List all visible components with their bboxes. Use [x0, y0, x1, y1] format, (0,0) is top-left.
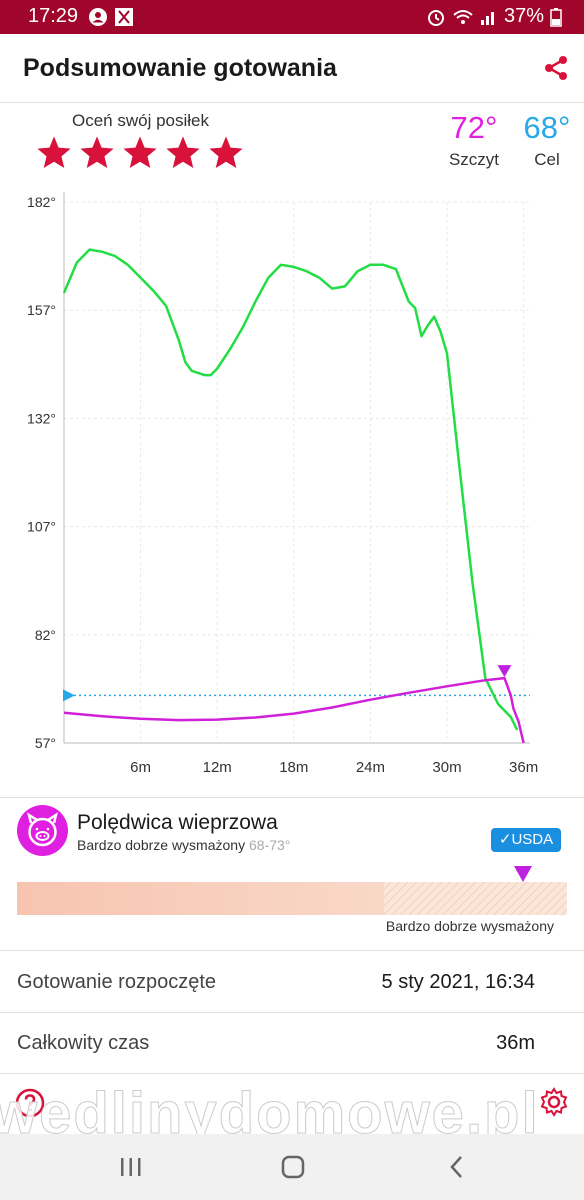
account-icon: [89, 8, 107, 26]
divider: [0, 1073, 584, 1074]
divider: [0, 950, 584, 951]
cook-start-label: Gotowanie rozpoczęte: [17, 971, 217, 993]
app-bar: Podsumowanie gotowania: [0, 34, 584, 103]
rating-label: Oceń swój posiłek: [72, 111, 210, 130]
internal-temp-line: [63, 676, 525, 744]
target-value: 68°: [523, 110, 571, 145]
footer-bar: [0, 1074, 584, 1134]
y-tick-label: 157°: [27, 302, 56, 318]
wifi-icon: [453, 9, 473, 24]
ambient-temp-line: [62, 248, 519, 731]
status-time: 17:29: [28, 5, 79, 27]
divider: [0, 1012, 584, 1013]
x-tick-label: 36m: [509, 759, 538, 776]
y-tick-label: 57°: [35, 735, 56, 751]
back-icon[interactable]: [444, 1154, 470, 1180]
share-icon[interactable]: [542, 54, 570, 82]
y-tick-label: 132°: [27, 410, 56, 426]
star-icon[interactable]: [164, 134, 202, 172]
help-icon[interactable]: [15, 1088, 45, 1118]
doneness-bar-label: Bardzo dobrze wysmażony: [385, 918, 554, 934]
doneness-text: Bardzo dobrze wysmażony: [77, 837, 246, 853]
x-tick-label: 24m: [356, 759, 385, 776]
star-icon[interactable]: [121, 134, 159, 172]
total-time-row: Całkowity czas 36m: [0, 1013, 584, 1073]
home-icon[interactable]: [280, 1154, 306, 1180]
page-title: Podsumowanie gotowania: [23, 54, 337, 82]
status-bar: 17:29 37%: [0, 0, 584, 34]
temperature-chart: 182° 157° 132° 107° 82° 57° 6m 12m 18m 24m 30m 36m: [27, 192, 538, 776]
total-time-value: 36m: [496, 1032, 535, 1054]
x-tick-label: 6m: [130, 759, 151, 776]
battery-icon: [550, 7, 562, 27]
system-nav-bar: [0, 1134, 584, 1200]
battery-level: 37%: [503, 5, 544, 27]
target-temperature: 68° Cel: [517, 110, 577, 170]
peak-temperature: 72° Szczyt: [444, 110, 504, 170]
rating-stars[interactable]: [35, 134, 245, 172]
doneness-bar: [17, 882, 567, 915]
target-marker: [63, 689, 75, 702]
doneness-marker: [514, 866, 532, 882]
alarm-icon: [427, 9, 444, 26]
star-icon[interactable]: [78, 134, 116, 172]
y-tick-label: 82°: [35, 627, 56, 643]
divider: [0, 797, 584, 798]
star-icon[interactable]: [35, 134, 73, 172]
target-label: Cel: [534, 150, 560, 169]
cook-start-value: 5 sty 2021, 16:34: [381, 971, 535, 993]
recent-apps-icon[interactable]: [118, 1154, 144, 1180]
x-tick-label: 18m: [279, 759, 308, 776]
total-time-label: Całkowity czas: [17, 1032, 150, 1054]
y-tick-label: 182°: [27, 194, 56, 210]
signal-icon: [480, 11, 494, 25]
pig-icon: [17, 805, 68, 856]
star-icon[interactable]: [207, 134, 245, 172]
y-tick-label: 107°: [27, 519, 56, 535]
doneness-range: 68-73°: [248, 837, 291, 853]
app-notification-icon: [115, 8, 133, 26]
usda-badge[interactable]: ✓USDA: [491, 828, 561, 852]
cook-start-row: Gotowanie rozpoczęte 5 sty 2021, 16:34: [0, 952, 584, 1012]
peak-marker: [497, 665, 512, 678]
status-left-icons: [88, 7, 134, 27]
x-tick-label: 30m: [432, 759, 461, 776]
x-tick-label: 12m: [203, 759, 232, 776]
peak-label: Szczyt: [448, 150, 500, 169]
meat-doneness: Bardzo dobrze wysmażony 68-73°: [77, 837, 290, 853]
meat-name: Polędwica wieprzowa: [77, 811, 278, 834]
gear-icon[interactable]: [538, 1086, 570, 1118]
status-right: 37%: [426, 5, 562, 28]
peak-value: 72°: [450, 110, 498, 145]
